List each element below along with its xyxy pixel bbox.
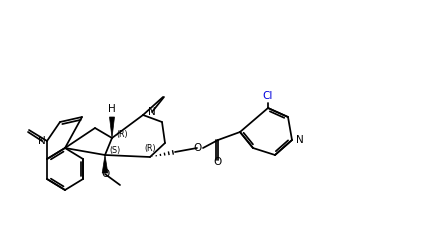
Text: O: O [193, 143, 201, 153]
Polygon shape [110, 117, 114, 138]
Text: (S): (S) [109, 145, 121, 154]
Text: N: N [38, 136, 46, 146]
Text: H: H [108, 104, 116, 114]
Text: N: N [148, 107, 156, 117]
Text: Cl: Cl [263, 91, 273, 101]
Text: (R): (R) [144, 144, 156, 153]
Text: N: N [296, 135, 304, 145]
Text: O: O [101, 169, 109, 179]
Text: O: O [214, 157, 222, 167]
Polygon shape [102, 155, 108, 173]
Text: (R): (R) [116, 130, 128, 140]
